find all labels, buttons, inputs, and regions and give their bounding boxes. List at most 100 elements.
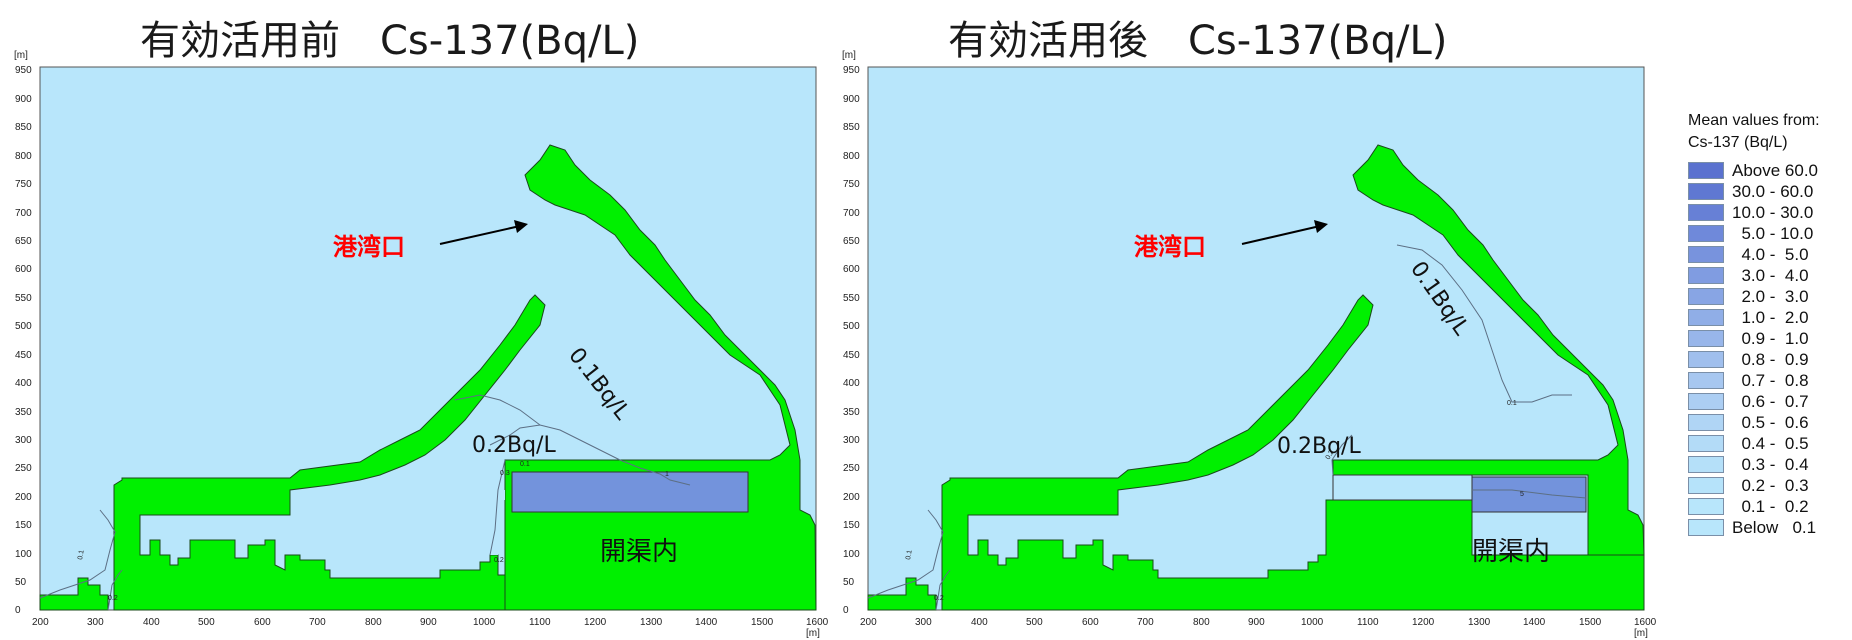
svg-text:900: 900 <box>15 94 32 105</box>
svg-text:700: 700 <box>309 617 326 628</box>
legend-swatch <box>1688 435 1724 452</box>
svg-text:1200: 1200 <box>584 617 607 628</box>
svg-text:200: 200 <box>32 617 49 628</box>
legend-item-label: 0.5 - 0.6 <box>1732 412 1809 432</box>
y-axis-ticks: 0 50 100 150 200 250 300 350 400 450 500… <box>843 65 860 616</box>
south-breakwater <box>113 294 546 611</box>
legend-swatch <box>1688 204 1724 221</box>
legend-item-label: 4.0 - 5.0 <box>1732 244 1809 264</box>
svg-text:0: 0 <box>843 605 849 616</box>
svg-text:200: 200 <box>843 492 860 503</box>
svg-text:0.2: 0.2 <box>494 557 504 564</box>
legend-swatch <box>1688 288 1724 305</box>
svg-text:550: 550 <box>15 293 32 304</box>
svg-text:600: 600 <box>15 264 32 275</box>
y-axis-ticks: 0 50 100 150 200 250 300 350 400 450 500… <box>15 65 32 616</box>
svg-text:500: 500 <box>198 617 215 628</box>
svg-text:0.3: 0.3 <box>500 470 510 477</box>
legend-swatch <box>1688 246 1724 263</box>
svg-text:0.2: 0.2 <box>108 595 118 602</box>
legend-item-label: 1.0 - 2.0 <box>1732 307 1809 327</box>
svg-text:450: 450 <box>15 350 32 361</box>
svg-text:200: 200 <box>860 617 877 628</box>
legend-item: 0.9 - 1.0 <box>1688 328 1820 349</box>
svg-text:500: 500 <box>1026 617 1043 628</box>
legend-items: Above 60.0 30.0 - 60.0 10.0 - 30.0 5.0 - 1… <box>1688 160 1820 538</box>
legend-item: 3.0 - 4.0 <box>1688 265 1820 286</box>
port-entrance-label: 港湾口 <box>1134 233 1206 261</box>
legend-item-label: 0.7 - 0.8 <box>1732 370 1809 390</box>
svg-text:100: 100 <box>843 549 860 560</box>
svg-text:650: 650 <box>15 236 32 247</box>
svg-text:800: 800 <box>15 151 32 162</box>
svg-text:5: 5 <box>1520 491 1524 498</box>
canal-interior-label: 開渠内 <box>600 537 678 567</box>
svg-text:0.1: 0.1 <box>77 549 86 560</box>
legend-item: 0.7 - 0.8 <box>1688 370 1820 391</box>
port-entrance-arrow <box>1241 220 1328 245</box>
svg-text:800: 800 <box>365 617 382 628</box>
legend-item: 0.2 - 0.3 <box>1688 475 1820 496</box>
legend-swatch <box>1688 267 1724 284</box>
left-panel-title: 有効活用前 Cs-137(Bq/L) <box>140 18 640 64</box>
svg-text:1300: 1300 <box>640 617 663 628</box>
svg-text:350: 350 <box>843 407 860 418</box>
legend-title-line1: Mean values from: <box>1688 112 1820 129</box>
svg-text:0.1: 0.1 <box>905 549 914 560</box>
svg-text:1100: 1100 <box>1357 617 1379 628</box>
svg-text:700: 700 <box>843 208 860 219</box>
water-area <box>867 66 1645 611</box>
svg-text:1100: 1100 <box>529 617 551 628</box>
canal-interior-high <box>1471 476 1587 513</box>
svg-text:700: 700 <box>15 208 32 219</box>
svg-text:1400: 1400 <box>1523 617 1546 628</box>
y-unit-label: [m] <box>14 50 28 61</box>
legend-swatch <box>1688 309 1724 326</box>
svg-text:350: 350 <box>15 407 32 418</box>
legend-item: Above 60.0 <box>1688 160 1820 181</box>
legend-item-label: 30.0 - 60.0 <box>1732 181 1814 201</box>
contour-label-0-2: 0.2Bq/L <box>472 433 556 458</box>
south-breakwater <box>941 294 1645 611</box>
svg-text:800: 800 <box>843 151 860 162</box>
legend-item-label: 0.4 - 0.5 <box>1732 433 1809 453</box>
canal-interior-label: 開渠内 <box>1472 537 1550 567</box>
x-axis-ticks: 200 300 400 500 600 700 800 900 1000 110… <box>860 617 1657 639</box>
svg-text:1500: 1500 <box>1579 617 1602 628</box>
legend-swatch <box>1688 393 1724 410</box>
svg-text:150: 150 <box>843 520 860 531</box>
svg-text:900: 900 <box>420 617 437 628</box>
svg-text:50: 50 <box>843 577 855 588</box>
legend-item-label: 3.0 - 4.0 <box>1732 265 1809 285</box>
svg-text:950: 950 <box>15 65 32 76</box>
right-panel-title: 有効活用後 Cs-137(Bq/L) <box>948 18 1448 64</box>
legend-swatch <box>1688 477 1724 494</box>
contour-lines <box>39 394 691 611</box>
legend-item: 4.0 - 5.0 <box>1688 244 1820 265</box>
legend-swatch <box>1688 498 1724 515</box>
canal-wall <box>1332 144 1645 556</box>
svg-text:500: 500 <box>843 321 860 332</box>
legend-item-label: 0.9 - 1.0 <box>1732 328 1809 348</box>
svg-text:550: 550 <box>843 293 860 304</box>
contour-label-0-2: 0.2Bq/L <box>1277 434 1361 459</box>
bottom-land <box>867 577 937 611</box>
legend-item: 0.8 - 0.9 <box>1688 349 1820 370</box>
legend-swatch <box>1688 330 1724 347</box>
legend-item: 2.0 - 3.0 <box>1688 286 1820 307</box>
legend-item: 0.6 - 0.7 <box>1688 391 1820 412</box>
y-unit-label: [m] <box>842 50 856 61</box>
contour-lines <box>867 244 1587 611</box>
legend-item: 0.1 - 0.2 <box>1688 496 1820 517</box>
svg-text:0.2: 0.2 <box>934 595 944 602</box>
svg-text:900: 900 <box>1248 617 1265 628</box>
svg-text:1500: 1500 <box>751 617 774 628</box>
legend-swatch <box>1688 162 1724 179</box>
svg-text:700: 700 <box>1137 617 1154 628</box>
svg-text:1300: 1300 <box>1468 617 1491 628</box>
svg-text:450: 450 <box>843 350 860 361</box>
svg-text:850: 850 <box>843 122 860 133</box>
svg-text:1: 1 <box>665 471 669 478</box>
legend-item: 0.4 - 0.5 <box>1688 433 1820 454</box>
legend-item: Below 0.1 <box>1688 517 1820 538</box>
